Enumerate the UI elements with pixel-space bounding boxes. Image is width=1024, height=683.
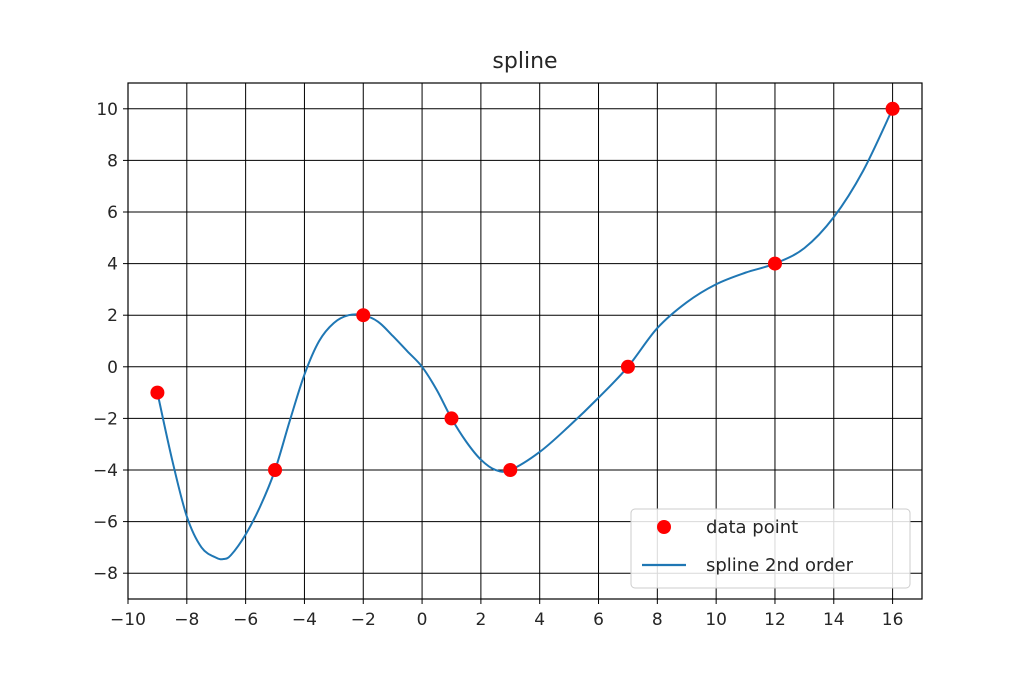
spline-line-path (156, 108, 894, 561)
legend-box (630, 508, 911, 589)
y-tick-label: 2 (107, 306, 118, 326)
x-tick-label: −4 (292, 610, 317, 630)
y-axis-ticks: −8 −6 −4 −2 0 2 4 6 8 10 (93, 100, 128, 584)
x-tick-label: 2 (475, 610, 486, 630)
series-data-point (150, 101, 900, 477)
data-point-marker (444, 411, 459, 426)
x-tick-label: 16 (882, 610, 904, 630)
legend-marker-data-point (657, 520, 671, 534)
data-point-marker (150, 385, 165, 400)
y-tick-label: 0 (107, 358, 118, 378)
x-tick-label: −8 (174, 610, 199, 630)
y-tick-label: 4 (107, 255, 118, 275)
x-tick-label: −2 (351, 610, 376, 630)
x-tick-label: −10 (110, 610, 146, 630)
data-point-marker (503, 463, 518, 477)
x-tick-label: −6 (233, 610, 258, 630)
data-point-marker (885, 101, 900, 116)
x-axis-ticks: −10 −8 −6 −4 −2 0 2 4 6 8 10 12 14 16 (110, 599, 903, 630)
data-point-marker (620, 359, 635, 374)
y-tick-label: −8 (93, 564, 118, 584)
x-tick-label: 12 (764, 610, 786, 630)
plot-frame (127, 82, 923, 600)
series-spline-2nd-order (156, 108, 894, 561)
y-tick-label: 10 (96, 100, 118, 120)
legend: data point spline 2nd order (630, 508, 911, 589)
data-point-marker (356, 308, 371, 323)
x-tick-label: 0 (417, 610, 428, 630)
y-tick-label: −6 (93, 513, 118, 533)
y-tick-label: −2 (93, 409, 118, 429)
data-point-marker (268, 463, 283, 477)
chart-title: spline (492, 49, 557, 74)
legend-label-data-point: data point (706, 517, 798, 538)
y-tick-label: −4 (93, 461, 118, 481)
y-tick-label: 8 (107, 151, 118, 171)
legend-label-spline: spline 2nd order (706, 555, 854, 576)
x-tick-label: 6 (593, 610, 604, 630)
x-tick-label: 14 (823, 610, 845, 630)
x-tick-label: 10 (705, 610, 727, 630)
x-tick-label: 4 (534, 610, 545, 630)
y-tick-label: 6 (107, 203, 118, 223)
data-point-marker (767, 256, 782, 271)
x-tick-label: 8 (652, 610, 663, 630)
